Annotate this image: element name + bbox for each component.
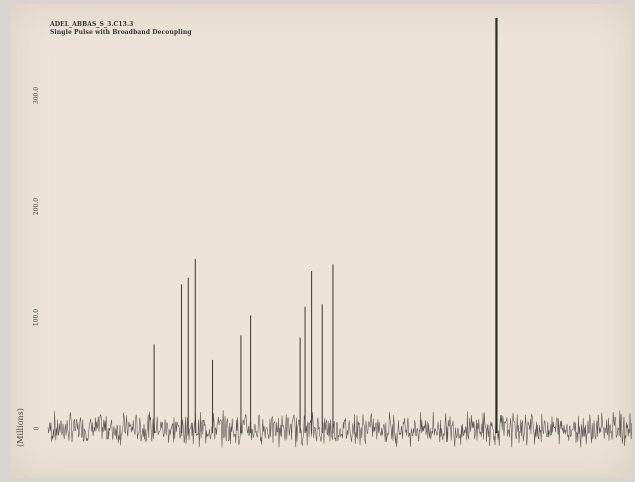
spectrum-paper	[10, 4, 632, 478]
y-tick-label: 200.0	[33, 198, 41, 216]
y-axis-label-text: (Millions)	[15, 407, 25, 447]
baseline-noise-trace	[47, 410, 633, 448]
experiment-name: Single Pulse with Broadband Decoupling	[50, 29, 192, 36]
y-tick-label: 100.0	[33, 309, 41, 327]
sample-name: ADEL_ABBAS_S_3.C13.3	[50, 21, 134, 28]
y-axis-label: (Millions)	[12, 402, 28, 452]
y-tick-label: 300.0	[33, 87, 41, 105]
y-tick-label: 0	[33, 426, 41, 431]
